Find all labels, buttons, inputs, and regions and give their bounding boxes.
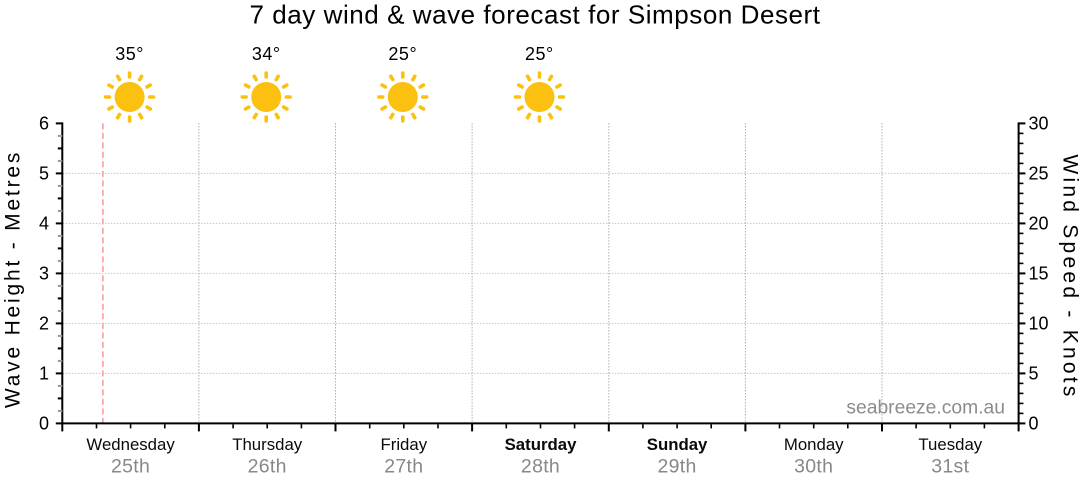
svg-text:15: 15 — [1029, 264, 1049, 284]
svg-text:30th: 30th — [794, 456, 833, 478]
svg-text:0: 0 — [1029, 414, 1039, 434]
svg-text:7 day wind & wave forecast for: 7 day wind & wave forecast for Simpson D… — [250, 0, 821, 30]
svg-text:Wednesday: Wednesday — [86, 435, 175, 454]
svg-text:3: 3 — [39, 264, 49, 284]
svg-text:1: 1 — [39, 364, 49, 384]
svg-text:30: 30 — [1029, 114, 1049, 134]
svg-text:27th: 27th — [384, 456, 423, 478]
svg-text:25°: 25° — [388, 44, 417, 64]
svg-text:seabreeze.com.au: seabreeze.com.au — [846, 398, 1005, 419]
svg-text:Saturday: Saturday — [505, 435, 577, 454]
svg-text:34°: 34° — [252, 44, 281, 64]
svg-text:31st: 31st — [931, 456, 969, 478]
svg-text:29th: 29th — [658, 456, 697, 478]
svg-text:Tuesday: Tuesday — [918, 435, 982, 454]
svg-text:Friday: Friday — [380, 435, 427, 454]
svg-text:10: 10 — [1029, 314, 1049, 334]
svg-text:0: 0 — [39, 414, 49, 434]
svg-text:25°: 25° — [525, 44, 554, 64]
svg-text:Wave Height - Metres: Wave Height - Metres — [2, 150, 25, 408]
svg-text:20: 20 — [1029, 214, 1049, 234]
svg-text:28th: 28th — [521, 456, 560, 478]
svg-text:Sunday: Sunday — [647, 435, 708, 454]
svg-text:25th: 25th — [111, 456, 150, 478]
svg-text:Wind Speed - Knots: Wind Speed - Knots — [1059, 154, 1080, 399]
svg-text:2: 2 — [39, 314, 49, 334]
svg-text:Monday: Monday — [784, 435, 844, 454]
svg-text:Thursday: Thursday — [232, 435, 303, 454]
svg-text:5: 5 — [39, 164, 49, 184]
svg-text:26th: 26th — [248, 456, 287, 478]
svg-text:5: 5 — [1029, 364, 1039, 384]
svg-text:4: 4 — [39, 214, 49, 234]
svg-text:6: 6 — [39, 114, 49, 134]
svg-text:25: 25 — [1029, 164, 1049, 184]
svg-text:35°: 35° — [115, 44, 144, 64]
